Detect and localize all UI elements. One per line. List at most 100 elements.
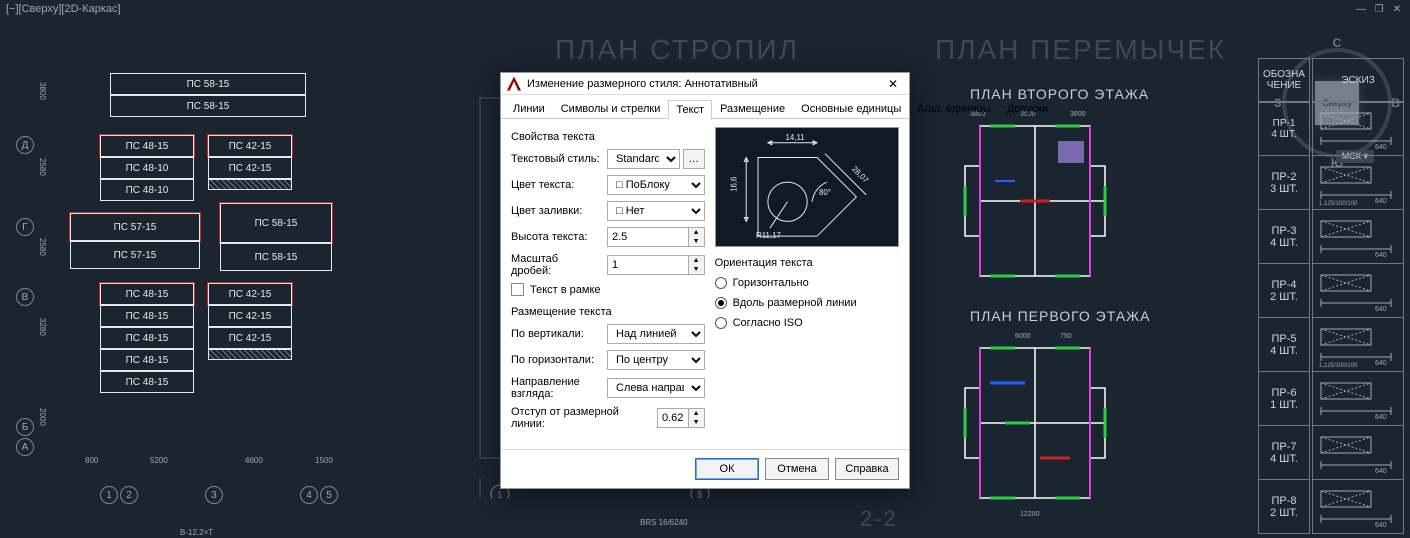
tab-4[interactable]: Основные единицы bbox=[793, 99, 909, 118]
label-text-height: Высота текста: bbox=[511, 231, 601, 243]
select-vert[interactable]: Над линией bbox=[607, 324, 705, 344]
spin-down[interactable]: ▼ bbox=[689, 418, 704, 427]
bottom-note-brs: BRS 16/6240 bbox=[640, 518, 688, 527]
dialog-titlebar[interactable]: Изменение размерного стиля: Аннотативный… bbox=[501, 73, 909, 95]
slab[interactable]: ПС 57-15 bbox=[70, 213, 200, 241]
slab[interactable]: ПС 48-15 bbox=[100, 371, 194, 393]
radio-orient-aligned[interactable]: Вдоль размерной линии bbox=[715, 297, 899, 309]
slab[interactable]: ПС 48-15 bbox=[100, 135, 194, 157]
svg-text:1,125/100/100: 1,125/100/100 bbox=[1319, 363, 1358, 369]
axis-bubble: 3 bbox=[205, 486, 223, 504]
rtable-row: ПР-34 ШТ. bbox=[1258, 210, 1310, 264]
slab[interactable]: ПС 48-15 bbox=[100, 327, 194, 349]
button-cancel[interactable]: Отмена bbox=[765, 458, 829, 480]
rtable-sketch-cell: 640 bbox=[1312, 102, 1404, 156]
spin-up[interactable]: ▲ bbox=[689, 228, 704, 237]
rtable-row: ПР-42 ШТ. bbox=[1258, 264, 1310, 318]
slab[interactable]: ПС 48-10 bbox=[100, 157, 194, 179]
window-restore-button[interactable]: ❐ bbox=[1372, 2, 1386, 16]
tab-2[interactable]: Текст bbox=[668, 100, 712, 119]
rtable-header: ОБОЗНАЧЕНИЕ bbox=[1258, 58, 1310, 102]
slab[interactable]: ПС 48-15 bbox=[100, 349, 194, 371]
tab-5[interactable]: Альт. единицы bbox=[909, 99, 998, 118]
axis-bubble: 5 bbox=[320, 486, 338, 504]
group-text-props: Свойства текста bbox=[511, 131, 705, 143]
plan-slabs: ПС 58-15ПС 58-15ПС 48-15ПС 48-10ПС 48-10… bbox=[70, 73, 350, 443]
svg-text:640: 640 bbox=[1375, 306, 1387, 313]
input-frac-scale[interactable] bbox=[607, 255, 689, 275]
rtable-header-sketch: ЭСКИЗ bbox=[1312, 58, 1404, 102]
tab-3[interactable]: Размещение bbox=[712, 99, 793, 118]
spin-up[interactable]: ▲ bbox=[689, 256, 704, 265]
label-text-frame: Текст в рамке bbox=[530, 284, 601, 296]
tab-6[interactable]: Допуски bbox=[999, 99, 1056, 118]
select-dir[interactable]: Слева направо bbox=[607, 378, 705, 398]
slab[interactable] bbox=[208, 179, 292, 190]
spin-down[interactable]: ▼ bbox=[689, 237, 704, 246]
slab[interactable]: ПС 48-15 bbox=[100, 305, 194, 327]
tab-1[interactable]: Символы и стрелки bbox=[553, 99, 669, 118]
select-fill-color[interactable]: □ Нет bbox=[607, 201, 705, 221]
slab[interactable]: ПС 58-15 bbox=[220, 243, 332, 271]
tab-0[interactable]: Линии bbox=[505, 99, 553, 118]
slab[interactable]: ПС 42-15 bbox=[208, 283, 292, 305]
dim-text: 2580 bbox=[38, 158, 47, 176]
axis-bubble: 4 bbox=[300, 486, 318, 504]
slab[interactable]: ПС 42-15 bbox=[208, 327, 292, 349]
axis-bubble: 2 bbox=[120, 486, 138, 504]
rtable-row: ПР-61 ШТ. bbox=[1258, 372, 1310, 426]
input-text-height[interactable] bbox=[607, 227, 689, 247]
dim-text: 4600 bbox=[245, 456, 263, 465]
radio-orient-horizontal[interactable]: Горизонтально bbox=[715, 277, 899, 289]
button-style-browse[interactable]: … bbox=[683, 149, 705, 169]
axis-bubble: В bbox=[16, 288, 34, 306]
button-ok[interactable]: ОК bbox=[695, 458, 759, 480]
group-placement: Размещение текста bbox=[511, 306, 705, 318]
window-close-button[interactable]: ✕ bbox=[1390, 2, 1404, 16]
svg-text:1,125/100/100: 1,125/100/100 bbox=[1319, 201, 1358, 207]
slab[interactable] bbox=[208, 349, 292, 360]
app-titlebar: [−][Сверху][2D-Каркас] — ❐ ✕ bbox=[0, 0, 1410, 18]
axis-bubble: А bbox=[16, 438, 34, 456]
svg-text:640: 640 bbox=[1375, 144, 1387, 151]
rtable-sketch-cell: 640 1,125/100/100 bbox=[1312, 318, 1404, 372]
slab[interactable]: ПС 58-15 bbox=[110, 95, 306, 117]
button-help[interactable]: Справка bbox=[835, 458, 899, 480]
slab[interactable]: ПС 48-15 bbox=[100, 283, 194, 305]
window-minimize-button[interactable]: — bbox=[1354, 2, 1368, 16]
right-table-sketch: ЭСКИЗ 640 640 1,125/100/100 640 640 640 1,125/… bbox=[1312, 58, 1404, 534]
dim-text: 1500 bbox=[315, 456, 333, 465]
slab[interactable]: ПС 58-15 bbox=[220, 203, 332, 243]
bottom-note-left: В-12.2×Т bbox=[180, 528, 213, 537]
dialog-close-button[interactable]: ✕ bbox=[883, 74, 903, 94]
spin-down[interactable]: ▼ bbox=[689, 265, 704, 274]
dim-text: 3800 bbox=[38, 82, 47, 100]
select-text-style[interactable]: Standard bbox=[607, 149, 680, 169]
input-offset[interactable] bbox=[657, 408, 689, 428]
svg-text:640: 640 bbox=[1375, 468, 1387, 475]
svg-text:1: 1 bbox=[497, 490, 503, 498]
app-title: [−][Сверху][2D-Каркас] bbox=[6, 3, 121, 15]
plan-floor1: 6000750 12200 14000 bbox=[960, 328, 1110, 498]
group-orientation: Ориентация текста bbox=[715, 257, 899, 269]
slab[interactable]: ПС 48-10 bbox=[100, 179, 194, 201]
checkbox-text-frame[interactable] bbox=[511, 283, 524, 296]
select-horz[interactable]: По центру bbox=[607, 350, 705, 370]
viewcube-north: С bbox=[1333, 36, 1342, 50]
rtable-sketch-cell: 640 bbox=[1312, 426, 1404, 480]
slab[interactable]: ПС 42-15 bbox=[208, 135, 292, 157]
slab[interactable]: ПС 42-15 bbox=[208, 157, 292, 179]
select-text-color[interactable]: □ ПоБлоку bbox=[607, 175, 705, 195]
dim-text: 3280 bbox=[38, 318, 47, 336]
rtable-sketch-cell: 640 bbox=[1312, 372, 1404, 426]
slab[interactable]: ПС 57-15 bbox=[70, 241, 200, 269]
slab[interactable]: ПС 42-15 bbox=[208, 305, 292, 327]
radio-orient-iso[interactable]: Согласно ISO bbox=[715, 317, 899, 329]
svg-text:640: 640 bbox=[1375, 360, 1387, 367]
title-peremychek: ПЛАН ПЕРЕМЫЧЕК bbox=[935, 34, 1226, 66]
axis-bubble: 1 bbox=[100, 486, 118, 504]
slab[interactable]: ПС 58-15 bbox=[110, 73, 306, 95]
rtable-row: ПР-23 ШТ. bbox=[1258, 156, 1310, 210]
dim-text: 2580 bbox=[38, 238, 47, 256]
spin-up[interactable]: ▲ bbox=[689, 409, 704, 418]
